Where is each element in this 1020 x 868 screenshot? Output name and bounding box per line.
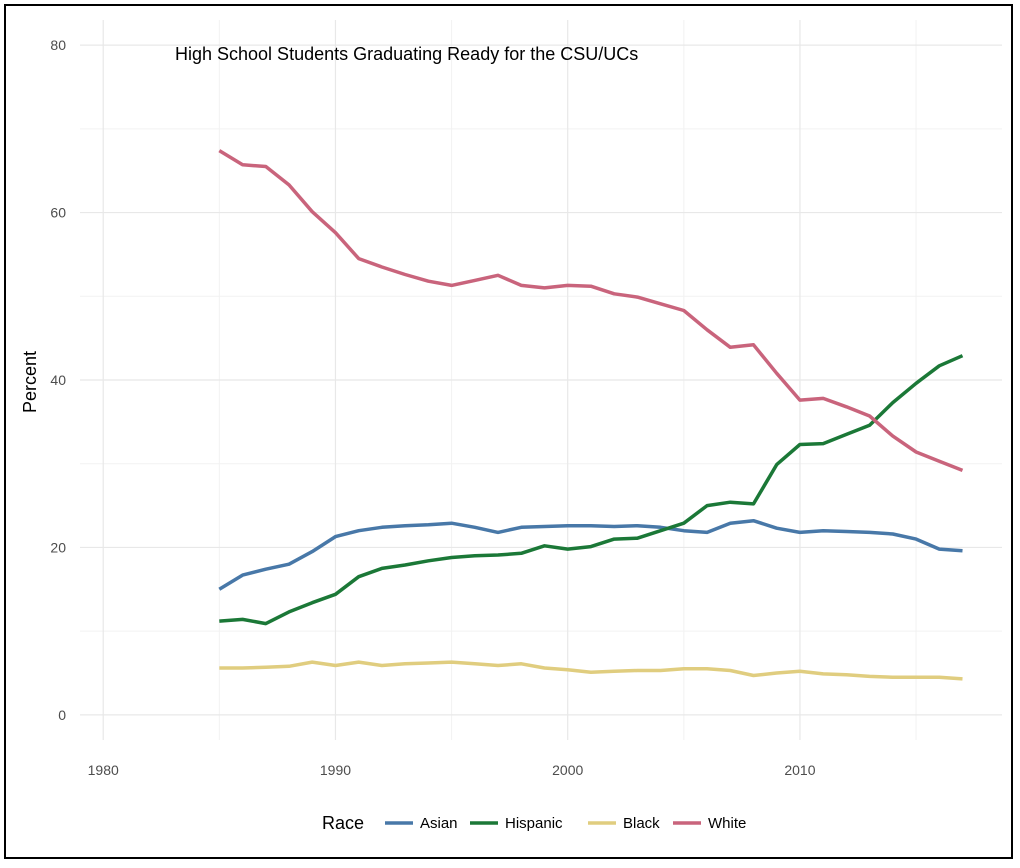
x-tick-label: 2000 xyxy=(552,762,583,778)
grid-major xyxy=(80,20,1002,740)
x-tick-label: 2010 xyxy=(784,762,815,778)
y-axis-label: Percent xyxy=(20,351,40,413)
series-line-hispanic xyxy=(219,354,964,626)
y-tick-label: 0 xyxy=(58,707,66,723)
legend-title: Race xyxy=(322,813,364,833)
y-tick-label: 40 xyxy=(50,372,66,388)
y-tick-label: 60 xyxy=(50,205,66,221)
tick-labels: 0 20 40 60 80 1980 1990 2000 2010 xyxy=(50,37,815,778)
series-line-black xyxy=(219,660,963,681)
x-tick-label: 1990 xyxy=(320,762,351,778)
x-tick-label: 1980 xyxy=(88,762,119,778)
legend-label-black: Black xyxy=(623,815,660,832)
legend-label-asian: Asian xyxy=(420,815,458,832)
series-line-white xyxy=(218,149,964,473)
chart-title: High School Students Graduating Ready fo… xyxy=(175,44,638,64)
legend: Race Asian Hispanic Black White xyxy=(322,813,746,833)
chart-frame xyxy=(4,4,1013,859)
legend-label-white: White xyxy=(708,815,746,832)
series-layer xyxy=(218,149,964,681)
legend-label-hispanic: Hispanic xyxy=(505,815,563,832)
series-line-asian xyxy=(218,518,963,591)
y-tick-label: 20 xyxy=(50,539,66,555)
y-tick-label: 80 xyxy=(50,37,66,53)
